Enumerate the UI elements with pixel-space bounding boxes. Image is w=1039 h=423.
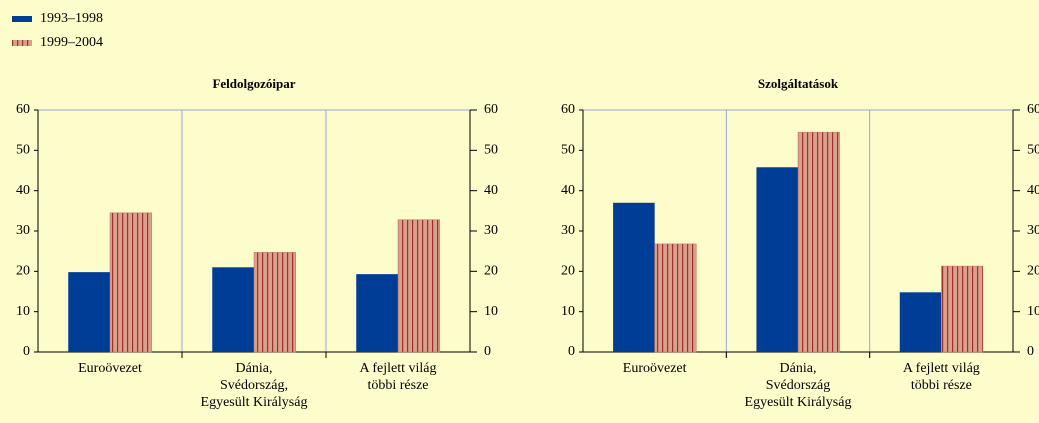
y2-tick-label: 10: [484, 304, 498, 319]
x-tick-label: Dánia,: [236, 361, 273, 376]
y-tick-label: 20: [16, 264, 30, 279]
legend-label: 1993–1998: [40, 11, 103, 26]
bar: [109, 212, 153, 353]
legend-swatch: [12, 16, 32, 22]
bar: [613, 202, 655, 352]
bar: [68, 272, 110, 352]
y2-tick-label: 20: [1027, 264, 1039, 279]
bar: [756, 167, 798, 352]
x-tick-label: Svédország: [766, 378, 831, 393]
y-tick-label: 60: [16, 102, 30, 117]
x-tick-label: A fejlett világ: [360, 361, 437, 376]
y-tick-label: 30: [16, 223, 30, 238]
y2-tick-label: 60: [1027, 102, 1039, 117]
x-tick-label: A fejlett világ: [903, 361, 980, 376]
legend-label: 1999–2004: [40, 35, 103, 50]
y2-tick-label: 50: [1027, 143, 1039, 158]
y-tick-label: 0: [23, 344, 30, 359]
y-tick-label: 40: [16, 183, 30, 198]
y-tick-label: 0: [568, 344, 575, 359]
x-tick-label: Euroövezet: [623, 361, 687, 376]
y-tick-label: 60: [561, 102, 575, 117]
bar: [356, 274, 398, 352]
chart-title: Szolgáltatások: [758, 76, 839, 91]
bar: [941, 265, 984, 353]
x-tick-label: Egyesült Királyság: [745, 395, 852, 410]
x-tick-label: Dánia,: [780, 361, 817, 376]
y2-tick-label: 0: [484, 344, 491, 359]
y-tick-label: 20: [561, 264, 575, 279]
x-tick-label: Egyesült Királyság: [201, 395, 308, 410]
bar: [797, 131, 840, 353]
x-tick-label: többi része: [367, 378, 428, 393]
x-tick-label: Svédország,: [220, 378, 288, 393]
y2-tick-label: 30: [484, 223, 498, 238]
y-tick-label: 10: [16, 304, 30, 319]
y2-tick-label: 40: [1027, 183, 1039, 198]
bar: [899, 292, 942, 352]
chart-title: Feldolgozóipar: [212, 76, 295, 91]
y2-tick-label: 40: [484, 183, 498, 198]
x-tick-label: Euroövezet: [78, 361, 142, 376]
bar: [397, 219, 441, 353]
y-tick-label: 40: [561, 183, 575, 198]
x-tick-label: többi része: [911, 378, 972, 393]
bar: [212, 267, 254, 352]
y2-tick-label: 60: [484, 102, 498, 117]
y2-tick-label: 50: [484, 143, 498, 158]
y-tick-label: 30: [561, 223, 575, 238]
y2-tick-label: 0: [1027, 344, 1034, 359]
y-tick-label: 50: [16, 143, 30, 158]
legend-swatch: [12, 40, 32, 46]
y2-tick-label: 20: [484, 264, 498, 279]
y2-tick-label: 10: [1027, 304, 1039, 319]
bar: [253, 252, 297, 353]
bar: [654, 243, 697, 353]
y2-tick-label: 30: [1027, 223, 1039, 238]
y-tick-label: 50: [561, 143, 575, 158]
y-tick-label: 10: [561, 304, 575, 319]
